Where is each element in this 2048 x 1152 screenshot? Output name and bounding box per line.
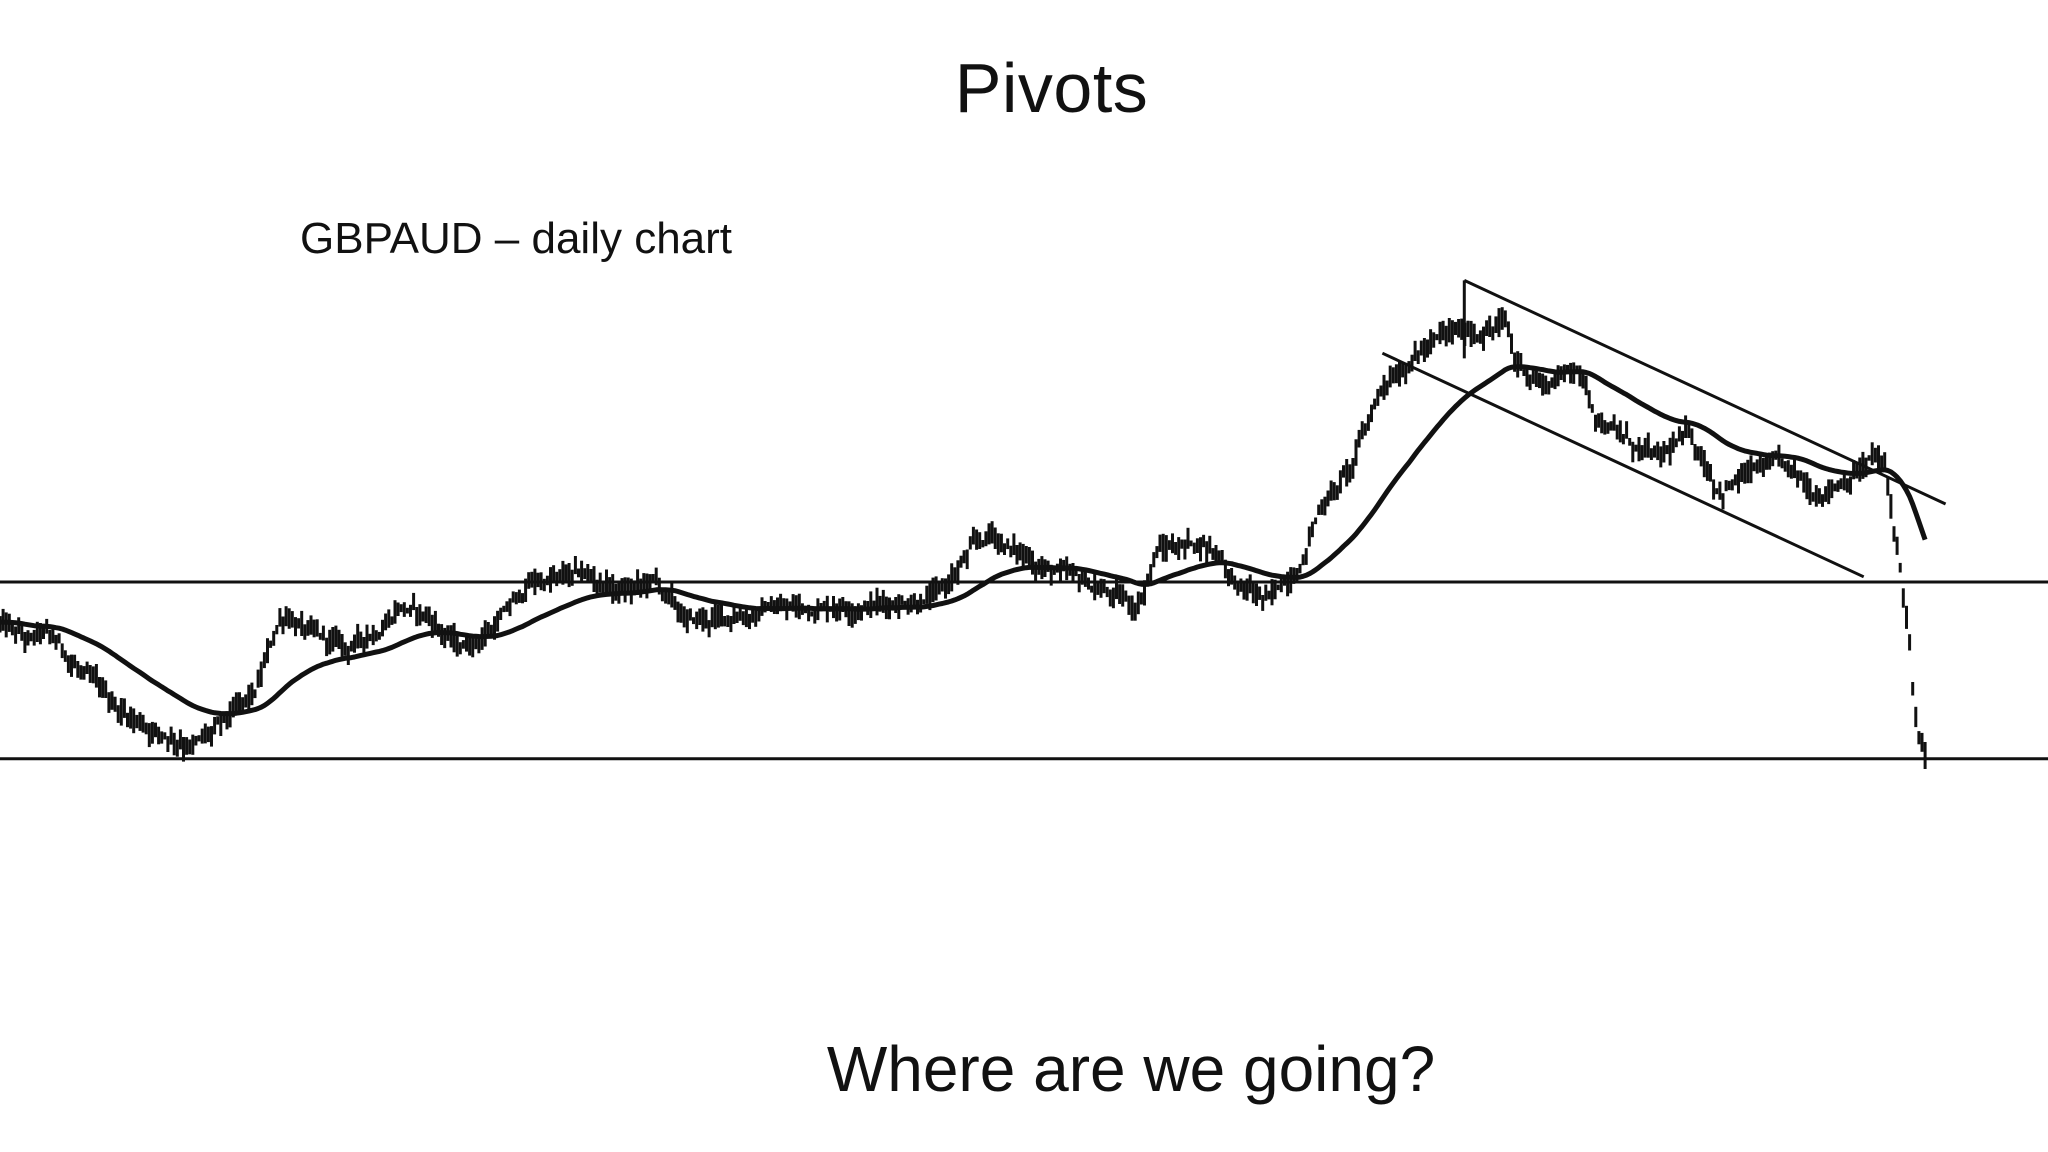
- moving-average-line: [0, 364, 1928, 717]
- question-text: Where are we going?: [826, 1033, 1436, 1105]
- slide-title: Pivots: [954, 49, 1149, 127]
- chart-subtitle: GBPAUD – daily chart: [300, 214, 733, 263]
- trend-channel-lines: [1381, 279, 1947, 579]
- trend-line: [1463, 279, 1947, 506]
- trend-line: [1381, 351, 1865, 579]
- price-bars-group: [0, 307, 1927, 769]
- horizontal-pivot-lines: [0, 580, 2048, 761]
